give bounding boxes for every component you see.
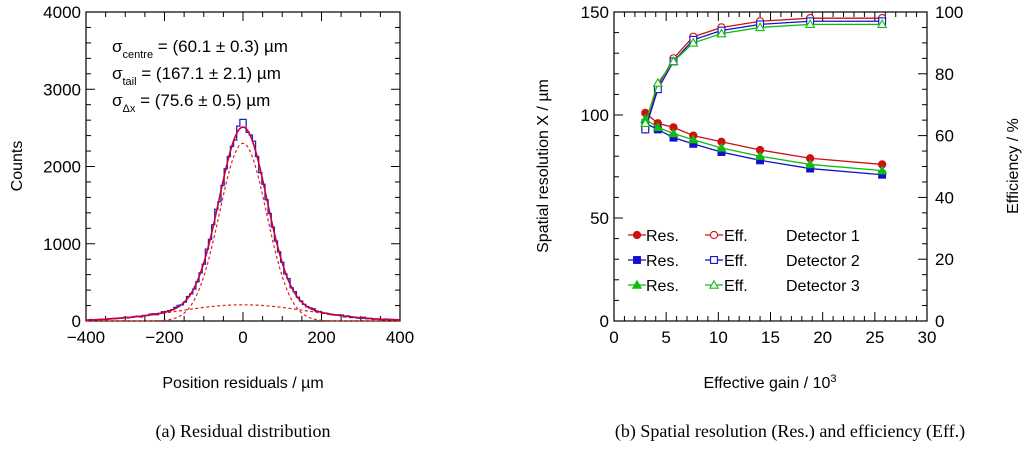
efficiency-point xyxy=(641,125,650,134)
legend-res-marker xyxy=(632,230,642,240)
efficiency-y-tick-labels: 0 20 40 60 80 100 xyxy=(935,3,963,331)
x-tick-label: −400 xyxy=(67,328,105,347)
efficiency-point xyxy=(754,22,766,32)
x-tick-label: 20 xyxy=(813,328,832,347)
resolution-efficiency-panel: 0 5 10 15 20 25 30 0 50 100 150 0 20 40 60 80 100 Res.… xyxy=(535,3,1022,442)
efficiency-point xyxy=(668,56,679,66)
x-tick-label: 25 xyxy=(865,328,884,347)
y-left-tick-label: 150 xyxy=(581,3,609,22)
resolution-point xyxy=(876,165,888,175)
x-tick-label: 10 xyxy=(709,328,728,347)
efficiency-line xyxy=(644,17,883,130)
y-tick-label: 2000 xyxy=(43,158,81,177)
y-tick-label: 0 xyxy=(72,312,81,331)
annotation-sigma-centre: σcentre = (60.1 ± 0.3) µm xyxy=(112,37,288,61)
residual-panel: −400 −200 0 200 400 0 1000 2000 3000 4000 σcentr… xyxy=(9,3,414,442)
legend-detector-3: Detector 3 xyxy=(786,278,860,295)
annotation-sigma-dx: σΔx = (75.6 ± 0.5) µm xyxy=(112,91,270,115)
legend-row-detector-2: Res. Eff. Detector 2 xyxy=(628,253,860,270)
efficiency-point xyxy=(652,77,663,87)
x-tick-label: 200 xyxy=(307,328,335,347)
efficiency-point xyxy=(804,19,816,29)
legend-row-detector-3: Res. Eff. Detector 3 xyxy=(628,278,860,295)
legend-row-detector-1: Res. Eff. Detector 1 xyxy=(628,228,860,245)
resolution-point xyxy=(688,134,699,144)
y-right-tick-label: 20 xyxy=(935,250,954,269)
legend-res-marker xyxy=(633,256,641,264)
resolution-y-axis-label: Spatial resolution X / µm xyxy=(535,79,552,253)
legend-detector-1: Detector 1 xyxy=(786,228,860,245)
residual-histogram xyxy=(86,118,400,322)
y-right-tick-label: 0 xyxy=(935,312,944,331)
residual-y-axis-label: Counts xyxy=(9,141,26,192)
y-left-tick-label: 50 xyxy=(590,209,609,228)
legend-detector-2: Detector 2 xyxy=(786,253,860,270)
y-tick-label: 1000 xyxy=(43,235,81,254)
fit-annotations: σcentre = (60.1 ± 0.3) µm σtail = (167.1… xyxy=(112,37,288,115)
x-tick-label: 15 xyxy=(761,328,780,347)
centre-gaussian-curve xyxy=(86,142,400,322)
detector-series xyxy=(640,14,888,179)
y-left-tick-label: 0 xyxy=(600,312,609,331)
x-tick-label: 30 xyxy=(918,328,937,347)
legend: Res. Eff. Detector 1 Res. Eff. Detector … xyxy=(628,228,860,295)
legend-eff-label-3: Eff. xyxy=(724,278,748,295)
x-tick-label: 0 xyxy=(609,328,618,347)
resolution-point xyxy=(716,142,727,152)
resolution-point xyxy=(668,128,679,138)
efficiency-point xyxy=(640,117,651,127)
series-3 xyxy=(640,19,888,175)
residual-x-axis-label: Position residuals / µm xyxy=(162,375,323,392)
efficiency-point xyxy=(716,28,727,38)
legend-res-label-1: Res. xyxy=(646,228,679,245)
legend-eff-marker xyxy=(710,256,718,264)
legend-eff-marker xyxy=(708,279,720,289)
resolution-y-tick-labels: 0 50 100 150 xyxy=(581,3,609,331)
y-right-tick-label: 40 xyxy=(935,188,954,207)
annotation-sigma-tail: σtail = (167.1 ± 2.1) µm xyxy=(112,64,281,88)
efficiency-line xyxy=(644,23,883,124)
resolution-point xyxy=(804,159,816,169)
legend-res-label-3: Res. xyxy=(646,278,679,295)
caption-a: (a) Residual distribution xyxy=(156,421,331,442)
x-tick-label: 400 xyxy=(386,328,414,347)
legend-eff-label-2: Eff. xyxy=(724,253,748,270)
x-tick-label: 0 xyxy=(238,328,247,347)
total-fit-curve xyxy=(85,126,401,321)
gain-x-axis-label: Effective gain / 103 xyxy=(703,373,836,392)
resolution-point xyxy=(754,150,766,160)
resolution-axis-ticks xyxy=(613,11,928,322)
legend-res-marker xyxy=(631,279,643,289)
caption-b: (b) Spatial resolution (Res.) and effici… xyxy=(615,421,965,442)
series-1 xyxy=(641,14,887,169)
y-right-tick-label: 80 xyxy=(935,65,954,84)
x-tick-label: 5 xyxy=(661,328,670,347)
efficiency-y-axis-label: Efficiency / % xyxy=(1005,118,1022,214)
efficiency-point xyxy=(688,37,699,47)
legend-eff-marker xyxy=(709,230,719,240)
y-left-tick-label: 100 xyxy=(581,106,609,125)
residual-x-tick-labels: −400 −200 0 200 400 xyxy=(67,328,414,347)
efficiency-line xyxy=(644,20,883,130)
gain-x-tick-labels: 0 5 10 15 20 25 30 xyxy=(609,328,936,347)
y-tick-label: 4000 xyxy=(43,3,81,22)
x-tick-label: −200 xyxy=(145,328,183,347)
y-right-tick-label: 100 xyxy=(935,3,963,22)
legend-eff-label-1: Eff. xyxy=(724,228,748,245)
y-tick-label: 3000 xyxy=(43,80,81,99)
y-right-tick-label: 60 xyxy=(935,127,954,146)
residual-y-tick-labels: 0 1000 2000 3000 4000 xyxy=(43,3,81,331)
efficiency-point xyxy=(876,19,888,29)
legend-res-label-2: Res. xyxy=(646,253,679,270)
residual-axis-ticks xyxy=(85,11,401,322)
series-2 xyxy=(641,17,887,179)
resolution-point xyxy=(652,122,663,132)
